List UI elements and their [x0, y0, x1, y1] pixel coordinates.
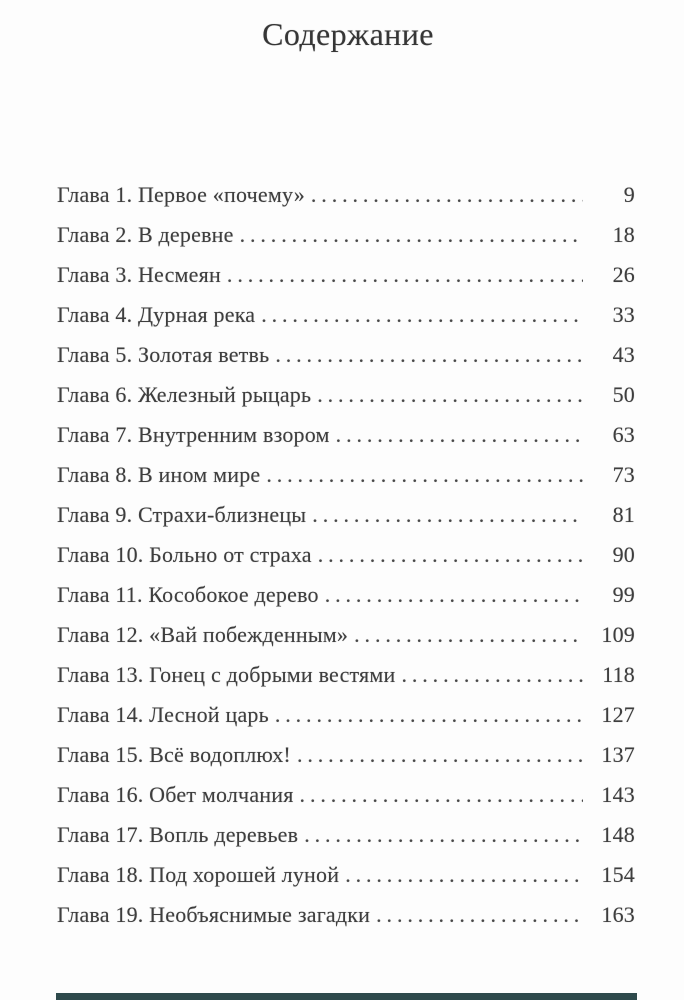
toc-entry: Глава 11. Кособокое дерево . . . . . . .…: [57, 575, 635, 615]
toc-entry: Глава 16. Обет молчания . . . . . . . . …: [57, 775, 635, 815]
chapter-title: Глава 16. Обет молчания: [57, 782, 294, 807]
chapter-title: Глава 8. В ином мире: [57, 462, 261, 487]
page-edge-strip: [56, 993, 637, 1000]
dot-leader: . . . . . . . . . . . . . . . . . . . . …: [401, 662, 583, 687]
chapter-title: Глава 10. Больно от страха: [57, 542, 312, 567]
dot-leader: . . . . . . . . . . . . . . . . . . . . …: [354, 622, 583, 647]
page-number: 154: [601, 862, 635, 887]
dot-leader: . . . . . . . . . . . . . . . . . . . . …: [296, 742, 583, 767]
chapter-title: Глава 18. Под хорошей луной: [57, 862, 340, 887]
chapter-title: Глава 5. Золотая ветвь: [57, 342, 270, 367]
toc-entry: Глава 12. «Вай побежденным» . . . . . . …: [57, 615, 635, 655]
chapter-title: Глава 1. Первое «почему»: [57, 182, 305, 207]
page-number: 163: [601, 902, 635, 927]
chapter-title: Глава 14. Лесной царь: [57, 702, 269, 727]
dot-leader: . . . . . . . . . . . . . . . . . . . . …: [317, 382, 583, 407]
chapter-title: Глава 4. Дурная река: [57, 302, 256, 327]
dot-leader: . . . . . . . . . . . . . . . . . . . . …: [312, 502, 583, 527]
dot-leader: . . . . . . . . . . . . . . . . . . . . …: [274, 702, 583, 727]
toc-entry: Глава 18. Под хорошей луной . . . . . . …: [57, 855, 635, 895]
dot-leader: . . . . . . . . . . . . . . . . . . . . …: [335, 422, 583, 447]
dot-leader: . . . . . . . . . . . . . . . . . . . . …: [266, 462, 583, 487]
toc-entry: Глава 8. В ином мире . . . . . . . . . .…: [57, 455, 635, 495]
dot-leader: . . . . . . . . . . . . . . . . . . . . …: [317, 542, 583, 567]
chapter-title: Глава 13. Гонец с добрыми вестями: [57, 662, 396, 687]
page-number: 90: [612, 542, 635, 567]
toc-entry: Глава 5. Золотая ветвь . . . . . . . . .…: [57, 335, 635, 375]
toc-entry: Глава 7. Внутренним взором . . . . . . .…: [57, 415, 635, 455]
chapter-title: Глава 11. Кособокое дерево: [57, 582, 319, 607]
page-number: 148: [601, 822, 635, 847]
page-number: 143: [601, 782, 635, 807]
page-number: 137: [601, 742, 635, 767]
page-number: 109: [601, 622, 635, 647]
dot-leader: . . . . . . . . . . . . . . . . . . . . …: [324, 582, 583, 607]
toc-entry: Глава 15. Всё водоплюх! . . . . . . . . …: [57, 735, 635, 775]
dot-leader: . . . . . . . . . . . . . . . . . . . . …: [299, 782, 583, 807]
chapter-title: Глава 7. Внутренним взором: [57, 422, 330, 447]
dot-leader: . . . . . . . . . . . . . . . . . . . . …: [304, 822, 583, 847]
toc-entry: Глава 14. Лесной царь . . . . . . . . . …: [57, 695, 635, 735]
page-number: 127: [601, 702, 635, 727]
chapter-title: Глава 19. Необъяснимые загадки: [57, 902, 371, 927]
chapter-title: Глава 15. Всё водоплюх!: [57, 742, 291, 767]
toc-entry: Глава 3. Несмеян . . . . . . . . . . . .…: [57, 255, 635, 295]
page-number: 81: [612, 502, 635, 527]
chapter-title: Глава 9. Страхи-близнецы: [57, 502, 307, 527]
toc-entry: Глава 2. В деревне . . . . . . . . . . .…: [57, 215, 635, 255]
toc-entry: Глава 6. Железный рыцарь . . . . . . . .…: [57, 375, 635, 415]
toc-entry: Глава 19. Необъяснимые загадки . . . . .…: [57, 895, 635, 935]
chapter-title: Глава 6. Железный рыцарь: [57, 382, 312, 407]
page-number: 99: [612, 582, 635, 607]
toc-entry: Глава 9. Страхи-близнецы . . . . . . . .…: [57, 495, 635, 535]
chapter-title: Глава 12. «Вай побежденным»: [57, 622, 349, 647]
toc-entry: Глава 4. Дурная река . . . . . . . . . .…: [57, 295, 635, 335]
chapter-title: Глава 2. В деревне: [57, 222, 234, 247]
toc-entry: Глава 17. Вопль деревьев . . . . . . . .…: [57, 815, 635, 855]
page-number: 43: [612, 342, 635, 367]
page-number: 50: [612, 382, 635, 407]
page-number: 26: [612, 262, 635, 287]
chapter-title: Глава 17. Вопль деревьев: [57, 822, 299, 847]
table-of-contents: Глава 1. Первое «почему» . . . . . . . .…: [57, 175, 635, 935]
page-number: 118: [602, 662, 635, 687]
dot-leader: . . . . . . . . . . . . . . . . . . . . …: [275, 342, 583, 367]
dot-leader: . . . . . . . . . . . . . . . . . . . . …: [376, 902, 583, 927]
page-number: 33: [612, 302, 635, 327]
dot-leader: . . . . . . . . . . . . . . . . . . . . …: [310, 182, 583, 207]
dot-leader: . . . . . . . . . . . . . . . . . . . . …: [226, 262, 583, 287]
page-title: Содержание: [262, 16, 434, 52]
page-number: 73: [612, 462, 635, 487]
toc-entry: Глава 10. Больно от страха . . . . . . .…: [57, 535, 635, 575]
toc-entry: Глава 1. Первое «почему» . . . . . . . .…: [57, 175, 635, 215]
chapter-title: Глава 3. Несмеян: [57, 262, 221, 287]
dot-leader: . . . . . . . . . . . . . . . . . . . . …: [239, 222, 583, 247]
page-number: 63: [612, 422, 635, 447]
dot-leader: . . . . . . . . . . . . . . . . . . . . …: [261, 302, 583, 327]
page-number: 9: [623, 182, 635, 207]
page-number: 18: [612, 222, 635, 247]
dot-leader: . . . . . . . . . . . . . . . . . . . . …: [345, 862, 583, 887]
toc-entry: Глава 13. Гонец с добрыми вестями . . . …: [57, 655, 635, 695]
